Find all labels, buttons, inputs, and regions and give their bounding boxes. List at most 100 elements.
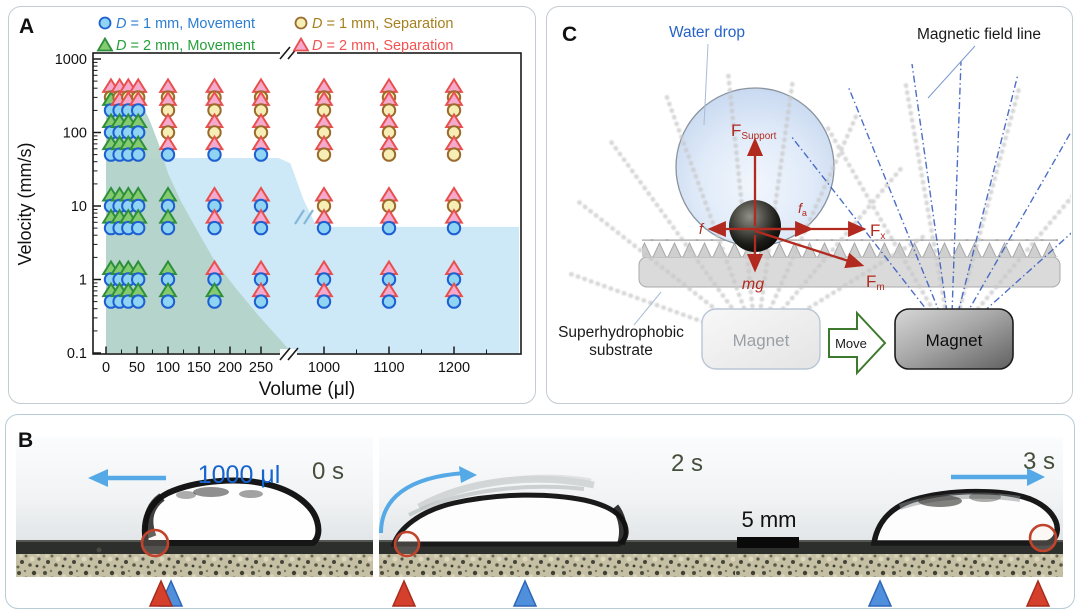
y-tick-label: 10: [71, 199, 87, 215]
move-label: Move: [835, 336, 867, 351]
friction-label: f: [699, 221, 705, 238]
photo1-granular-layer: [16, 554, 373, 577]
legend-label: D = 1 mm, Separation: [312, 16, 453, 32]
magnet-previous-label: Magnet: [733, 331, 790, 350]
red-marker-2s: [391, 579, 417, 607]
point-triangle: [444, 112, 464, 128]
photo3-granular-layer: [735, 554, 1063, 577]
point-triangle: [444, 134, 464, 151]
point-triangle: [204, 77, 225, 93]
point-triangle: [444, 208, 464, 224]
legend-marker: [294, 16, 308, 30]
point-circle: [316, 220, 332, 236]
fx-label: Fx: [870, 221, 885, 242]
substrate-label-line2: substrate: [589, 342, 653, 359]
point-triangle: [314, 208, 334, 224]
x-tick-label: 0: [102, 360, 110, 376]
x-tick-label: 1200: [438, 360, 470, 376]
plot-frame: [92, 52, 522, 355]
field-line-label: Magnetic field line: [917, 26, 1041, 43]
timestamp-0s: 0 s: [312, 458, 344, 485]
point-triangle: [379, 134, 399, 151]
x-tick-label: 150: [187, 360, 211, 376]
point-circle: [160, 220, 176, 236]
point-triangle: [204, 112, 225, 128]
force-diagram: FSupport f fa Fx mg Fm Water drop Magnet…: [558, 23, 1080, 376]
point-triangle: [314, 112, 334, 128]
point-circle: [253, 220, 269, 236]
fm-label: Fm: [866, 272, 885, 293]
point-circle: [381, 147, 397, 162]
point-circle: [446, 147, 462, 162]
force-labels: FSupport f fa Fx mg Fm: [699, 121, 885, 293]
point-circle: [131, 147, 146, 162]
scale-bar: [737, 537, 799, 548]
point-circle: [381, 220, 397, 236]
substrate-pointer: [633, 291, 662, 326]
point-circle: [316, 147, 332, 162]
legend-label: D = 1 mm, Movement: [116, 16, 255, 32]
water-drop-pointer: [703, 43, 709, 126]
panel-b-label: B: [18, 429, 33, 452]
substrate-spikes: [642, 239, 1058, 257]
x-axis-label: Volume (μl): [259, 379, 355, 400]
legend-label: D = 2 mm, Separation: [312, 38, 453, 54]
x-tick-label: 1100: [373, 360, 404, 376]
point-circle: [160, 294, 176, 309]
photo-2s: 2 s: [379, 437, 741, 577]
move-arrow: [828, 310, 887, 376]
point-circle: [446, 220, 462, 236]
point-triangle: [379, 186, 399, 202]
f-support-label: FSupport: [731, 121, 777, 142]
point-triangle: [158, 112, 178, 128]
point-circle: [160, 147, 176, 162]
region-green-shaded: [106, 100, 293, 353]
volume-label: 1000 μl: [198, 461, 281, 489]
red-marker-0s: [148, 579, 174, 607]
y-tick-label: 1000: [55, 52, 87, 68]
point-triangle: [444, 77, 464, 93]
y-tick-label: 0.1: [67, 346, 87, 362]
fa-label: fa: [798, 200, 807, 218]
point-circle: [316, 294, 332, 309]
y-tick-label: 1: [79, 273, 87, 289]
legend-marker: [98, 16, 112, 30]
x-tick-label: 1000: [308, 360, 340, 376]
particle-marker-circle-2s: [393, 530, 421, 558]
particle-marker-circle-3s: [1028, 523, 1058, 553]
flip-arrow-2s: [379, 471, 466, 534]
velocity-volume-chart: 0.1 1 10 100 1000 0 50 100 150 200 250 1000 1100 1200…: [9, 7, 534, 408]
mg-label: mg: [742, 276, 764, 293]
region-break-mark: [294, 209, 314, 225]
x-tick-label: 50: [129, 360, 145, 376]
axis-break-mark: [279, 347, 299, 361]
point-triangle: [204, 134, 225, 151]
point-triangle: [379, 77, 399, 93]
position-markers: [148, 579, 1051, 607]
legend-label: D = 2 mm, Movement: [116, 38, 255, 54]
timestamp-3s: 3 s: [1023, 448, 1055, 475]
x-tick-label: 100: [156, 360, 180, 376]
droplet-photo-sequence: 1000 μl 0 s 2 s: [16, 429, 1063, 607]
magnet-current-label: Magnet: [926, 331, 983, 350]
point-triangle: [379, 208, 399, 224]
point-circle: [446, 294, 462, 309]
point-circle: [207, 147, 222, 162]
point-circle: [131, 294, 146, 309]
panel-c-label: C: [562, 23, 577, 46]
legend-marker: [96, 36, 114, 52]
magnet-current: [894, 308, 1014, 370]
fm-arrow: [754, 229, 865, 269]
legend-marker: [292, 36, 310, 52]
point-circle: [381, 294, 397, 309]
point-triangle: [251, 134, 271, 151]
scale-bar-label: 5 mm: [742, 507, 797, 532]
panel-a-label: A: [19, 15, 35, 38]
point-triangle: [158, 77, 178, 93]
point-circle: [207, 294, 222, 309]
point-triangle: [314, 134, 334, 151]
point-triangle: [158, 134, 178, 151]
panel-a: A 0.1 1 10 100 1000 0 50 100 150 200 250 1000 1100 12…: [8, 6, 536, 404]
point-triangle: [251, 77, 271, 93]
